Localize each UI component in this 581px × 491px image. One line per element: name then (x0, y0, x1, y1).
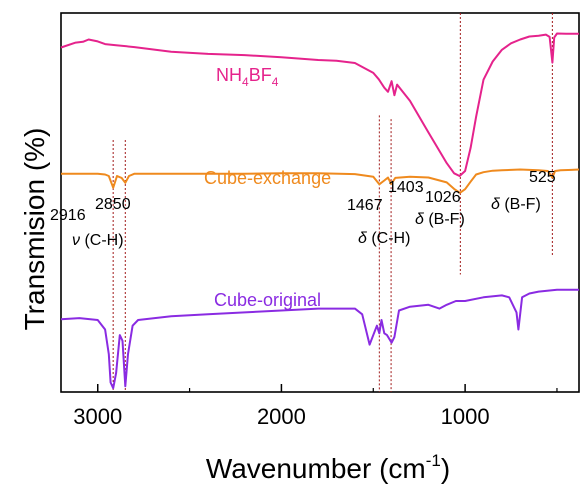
annotation-delta-bf-525: δ (B-F) (491, 196, 541, 213)
x-axis-label-superscript: -1 (426, 451, 441, 470)
series-line-nh4bf4 (60, 32, 579, 177)
series-label-cube-exchange: Cube-exchange (204, 168, 331, 188)
x-tick-label: 1000 (441, 404, 490, 429)
y-axis-label: Transmision (%) (19, 128, 50, 331)
annotation-1467: 1467 (347, 197, 383, 214)
reference-lines (112, 13, 553, 392)
x-tick-label: 3000 (73, 404, 122, 429)
x-axis-label: Wavenumber (cm-1) (206, 451, 450, 484)
delta-ch-symbol: δ (358, 230, 368, 247)
nh4bf4-label-sub1: 4 (242, 75, 249, 89)
delta-ch-text: (C-H) (367, 230, 411, 247)
delta-bf-text: (B-F) (424, 211, 465, 228)
nu-ch-text: (C-H) (80, 232, 124, 249)
plot-frame (60, 12, 580, 393)
delta-bf-symbol: δ (415, 211, 425, 228)
annotation-delta-bf-1026: δ (B-F) (415, 211, 465, 228)
series-label-nh4bf4: NH4BF4 (216, 65, 279, 89)
x-tick-label: 2000 (257, 404, 306, 429)
nu-symbol: ν (72, 232, 80, 249)
series-line-cube-original (60, 288, 579, 390)
delta-bf2-symbol: δ (491, 196, 501, 213)
annotation-525: 525 (529, 169, 556, 186)
x-axis-label-close: ) (441, 453, 450, 484)
series-label-cube-original: Cube-original (214, 290, 321, 310)
annotation-2850: 2850 (95, 196, 131, 213)
annotation-nu-ch: ν (C-H) (72, 232, 124, 249)
series-line-cube-exchange (61, 168, 580, 194)
x-axis-label-text: Wavenumber (cm (206, 453, 426, 484)
annotation-2916: 2916 (50, 207, 86, 224)
spectra (60, 32, 580, 390)
annotation-delta-ch: δ (C-H) (358, 230, 410, 247)
annotation-1403: 1403 (388, 179, 424, 196)
nh4bf4-label-sub2: 4 (272, 75, 279, 89)
annotation-1026: 1026 (425, 189, 461, 206)
delta-bf2-text: (B-F) (500, 196, 541, 213)
nh4bf4-label-nh: NH (216, 65, 242, 85)
x-axis-ticks: 3000 2000 1000 (73, 384, 558, 429)
nh4bf4-label-bf: BF (249, 65, 272, 85)
